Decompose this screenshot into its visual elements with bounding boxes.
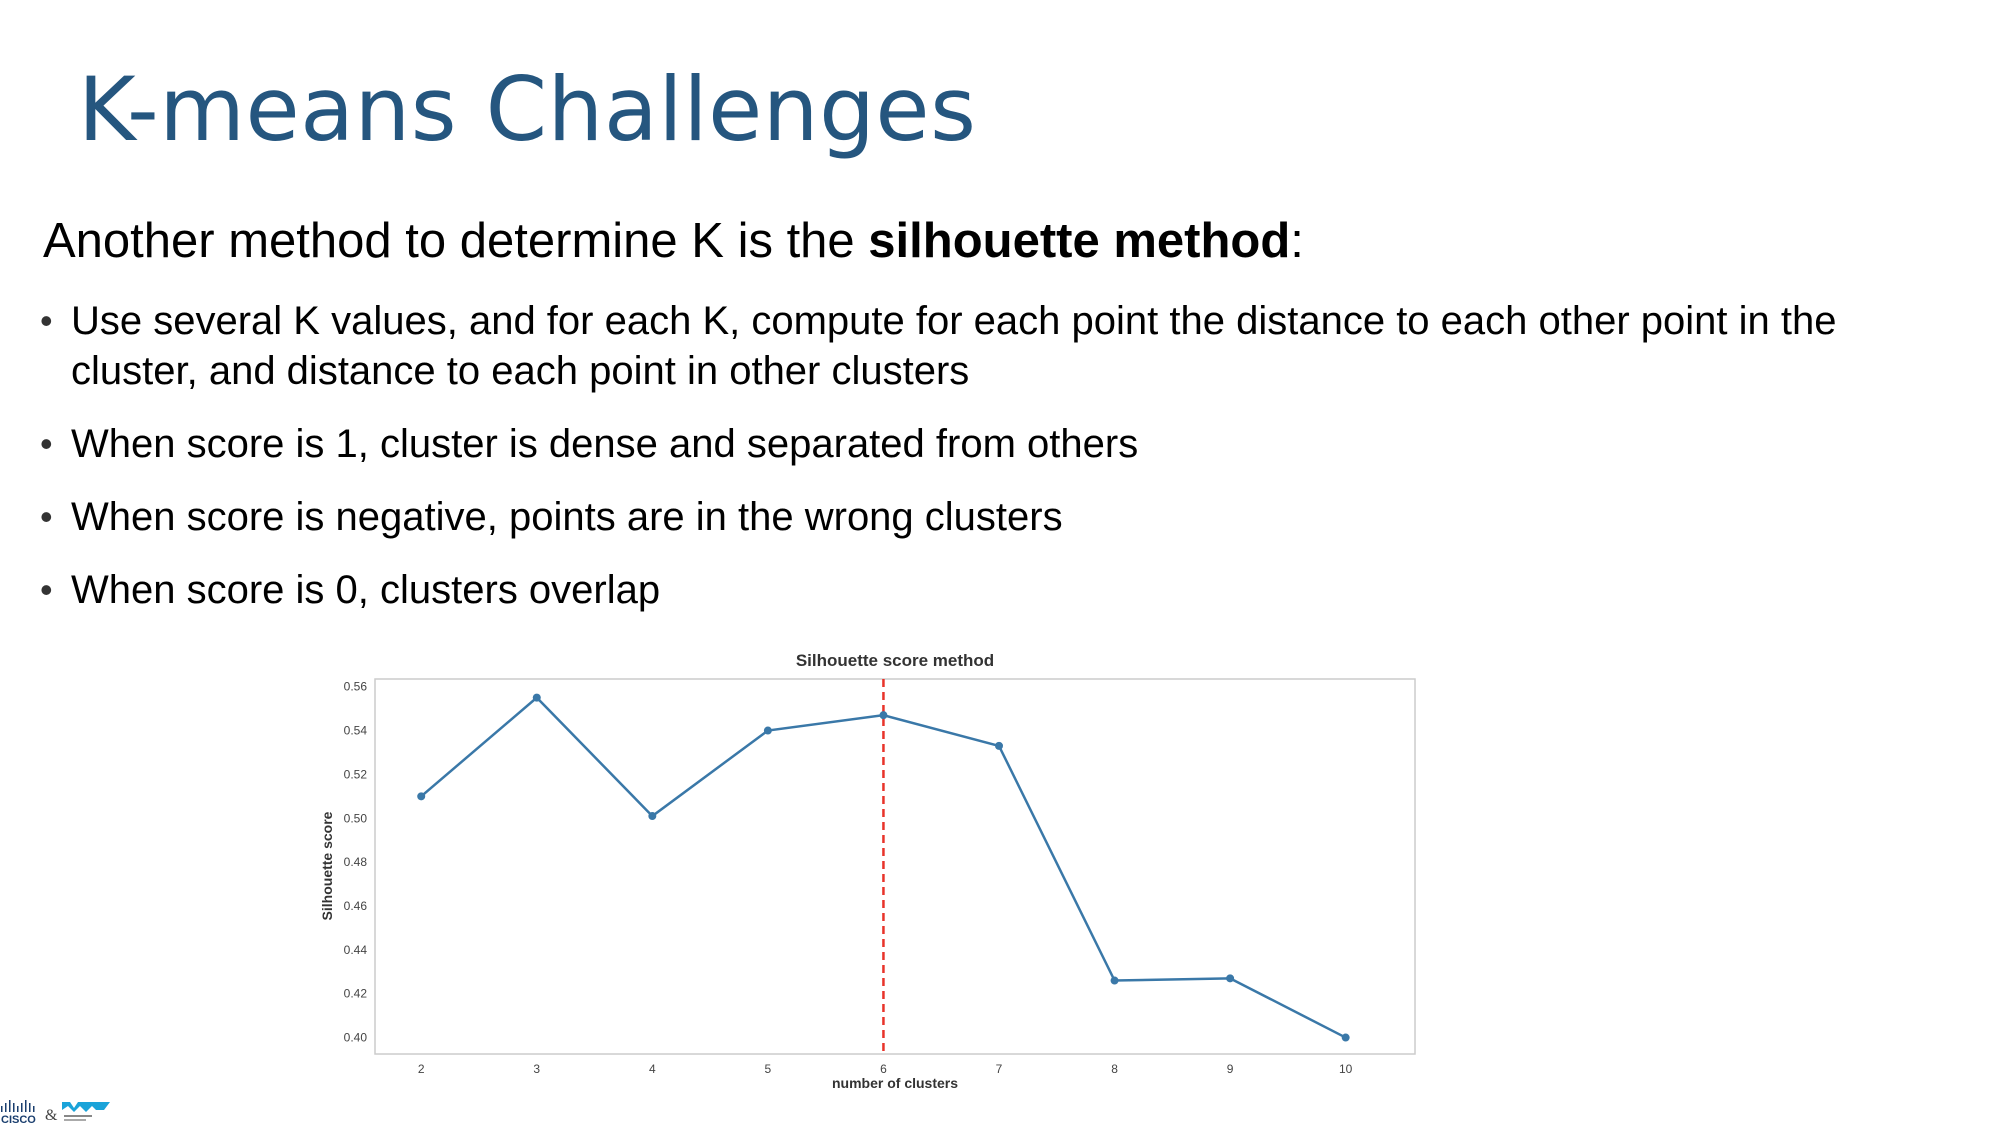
x-tick-label: 10 xyxy=(1339,1062,1353,1076)
cisco-wordmark: CISCO xyxy=(1,1114,36,1125)
bullet-text: When score is negative, points are in th… xyxy=(71,495,1063,539)
bullet-list: • Use several K values, and for each K, … xyxy=(40,296,1960,638)
y-tick-label: 0.42 xyxy=(344,987,368,1001)
x-tick-label: 3 xyxy=(533,1062,540,1076)
bullet-item: • When score is 1, cluster is dense and … xyxy=(40,419,1960,469)
data-point xyxy=(648,812,657,821)
y-tick-label: 0.50 xyxy=(344,811,368,825)
data-point xyxy=(1110,976,1119,985)
data-point xyxy=(763,726,772,735)
x-tick-label: 8 xyxy=(1111,1062,1118,1076)
y-tick-label: 0.48 xyxy=(344,855,368,869)
slide-title: K-means Challenges xyxy=(78,58,977,161)
y-tick-label: 0.46 xyxy=(344,899,368,913)
bullet-text: Use several K values, and for each K, co… xyxy=(71,299,1837,393)
footer-logos: CISCO & xyxy=(0,1098,120,1126)
data-point xyxy=(1226,974,1235,983)
cisco-logo-icon: CISCO & xyxy=(1,1100,110,1126)
bullet-text: When score is 0, clusters overlap xyxy=(71,568,661,612)
x-axis-label: number of clusters xyxy=(832,1075,958,1091)
bullet-item: • Use several K values, and for each K, … xyxy=(40,296,1960,396)
intro-suffix: : xyxy=(1290,214,1304,268)
x-tick-label: 6 xyxy=(880,1062,887,1076)
data-point xyxy=(995,741,1003,750)
x-tick-label: 4 xyxy=(649,1062,656,1076)
y-axis-label: Silhouette score xyxy=(319,811,335,920)
data-point xyxy=(417,792,426,801)
x-tick-label: 7 xyxy=(996,1062,1003,1076)
y-tick-label: 0.44 xyxy=(344,943,368,957)
plot-frame xyxy=(374,678,1416,1055)
x-tick-label: 2 xyxy=(418,1062,425,1076)
data-points xyxy=(417,693,1350,1042)
imt-logo-icon xyxy=(62,1102,110,1121)
data-point xyxy=(879,711,888,720)
bullet-dot-icon: • xyxy=(40,300,53,341)
data-point xyxy=(1341,1033,1350,1042)
bullet-item: • When score is negative, points are in … xyxy=(40,492,1960,542)
data-point xyxy=(532,693,541,702)
y-tick-label: 0.40 xyxy=(344,1031,368,1045)
intro-text: Another method to determine K is the sil… xyxy=(43,213,1304,269)
x-tick-label: 9 xyxy=(1227,1062,1234,1076)
x-ticks: 2 3 4 5 6 7 8 9 10 xyxy=(418,1062,1353,1076)
y-tick-label: 0.52 xyxy=(344,767,368,781)
bullet-dot-icon: • xyxy=(40,423,53,464)
bullet-item: • When score is 0, clusters overlap xyxy=(40,565,1960,615)
logo-separator: & xyxy=(45,1107,58,1124)
chart-svg: Silhouette score method 0.56 0.54 0.52 0.50… xyxy=(319,651,1416,1091)
y-tick-label: 0.54 xyxy=(344,724,368,738)
y-tick-label: 0.56 xyxy=(344,680,368,694)
bullet-text: When score is 1, cluster is dense and se… xyxy=(71,422,1139,466)
bullet-dot-icon: • xyxy=(40,496,53,537)
intro-bold: silhouette method xyxy=(868,214,1291,268)
silhouette-chart: Silhouette score method 0.56 0.54 0.52 0.50… xyxy=(310,642,1430,1107)
x-tick-label: 5 xyxy=(765,1062,772,1076)
y-ticks: 0.56 0.54 0.52 0.50 0.48 0.46 0.44 0.42 0.40 xyxy=(344,680,368,1045)
bullet-dot-icon: • xyxy=(40,569,53,610)
chart-title: Silhouette score method xyxy=(796,651,994,670)
intro-prefix: Another method to determine K is the xyxy=(43,214,869,268)
